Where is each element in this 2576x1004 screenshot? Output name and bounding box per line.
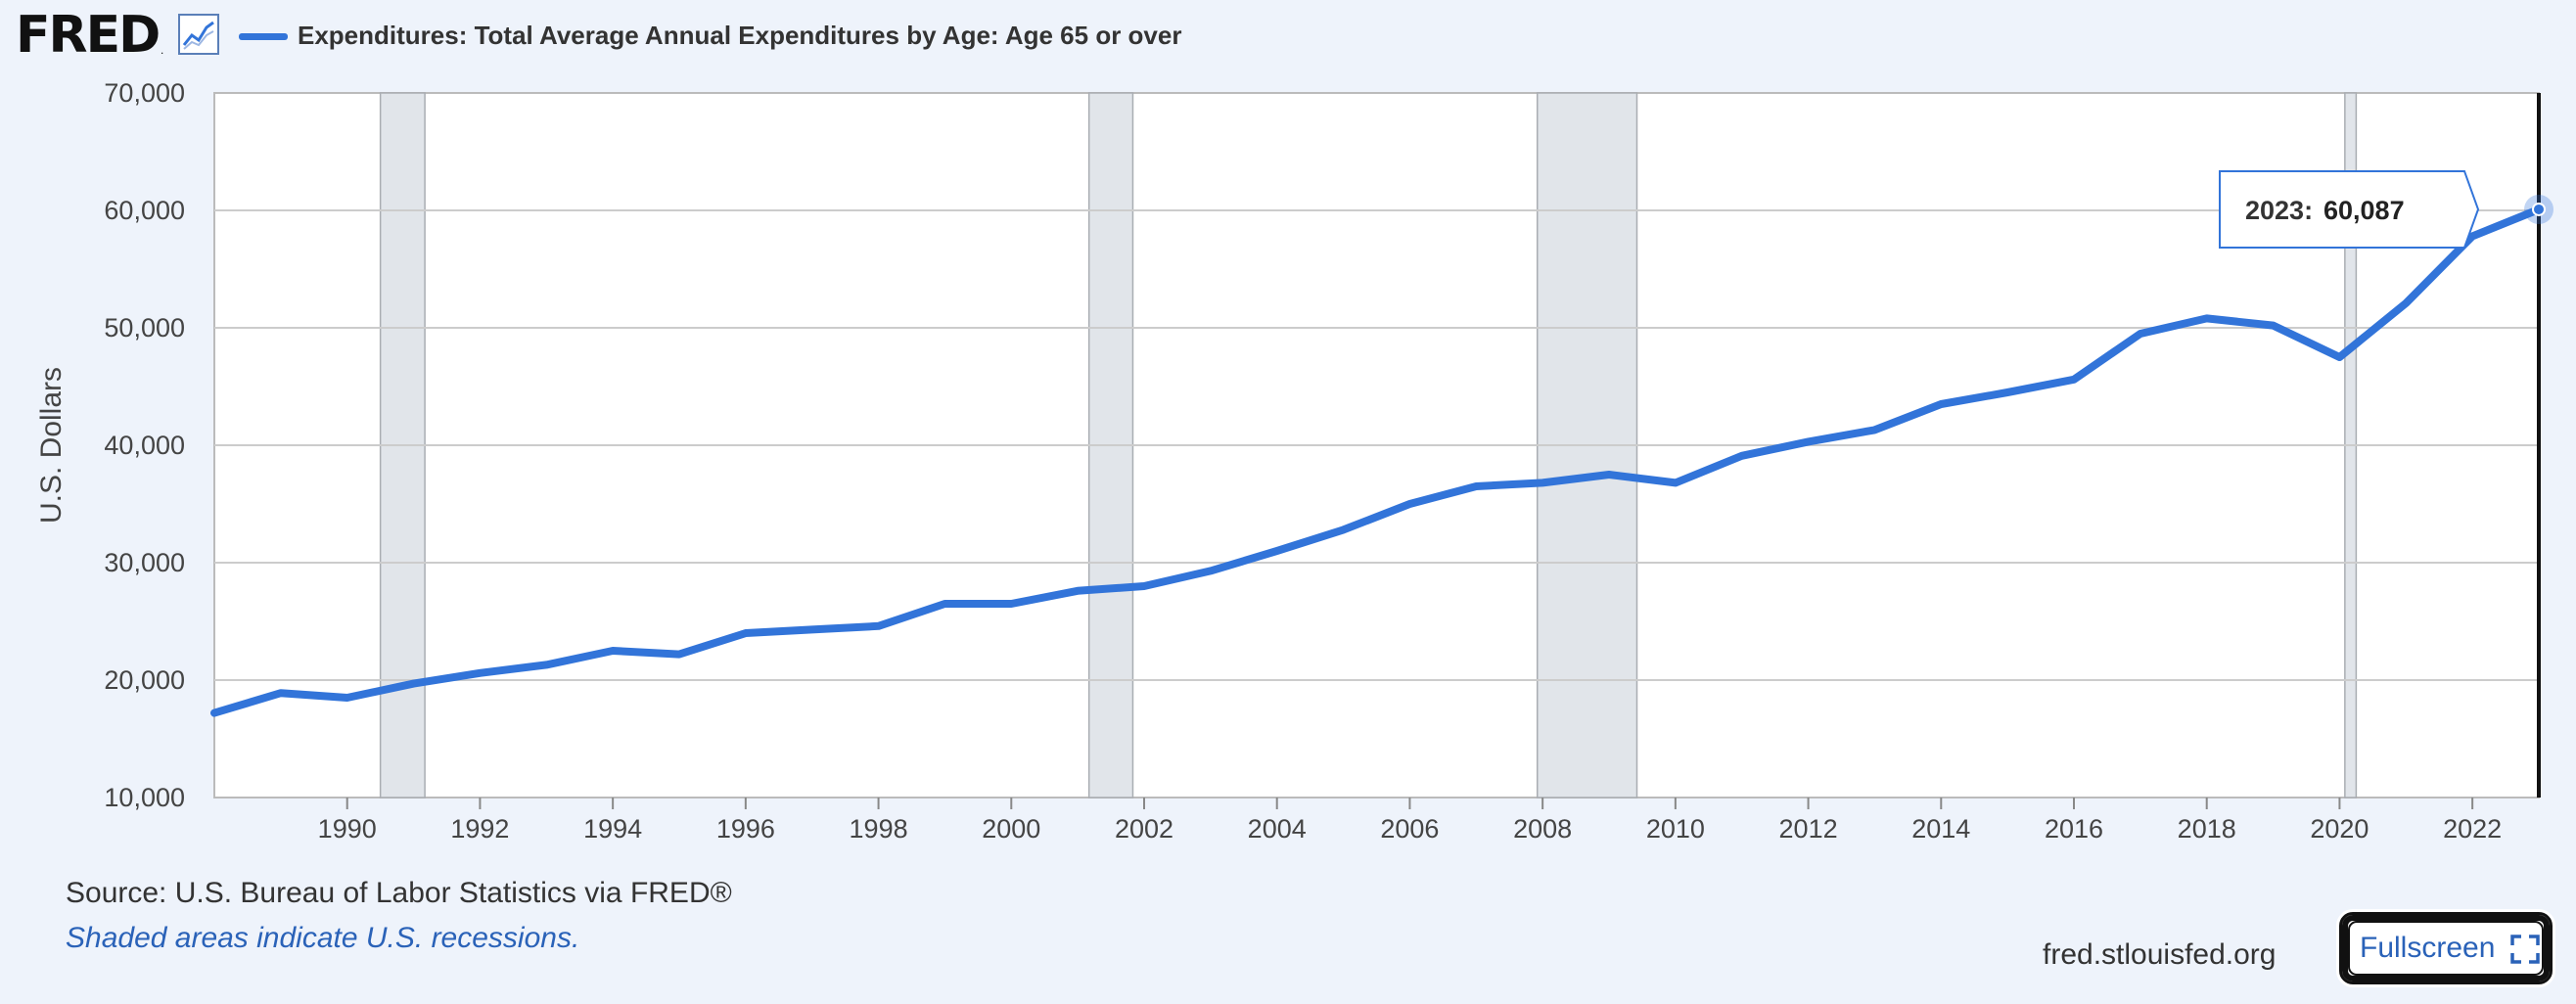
- chart-header: FRED . Expenditures: Total Average Annua…: [0, 0, 2576, 78]
- fullscreen-button-frame: [2348, 921, 2544, 976]
- tooltip-value: 60,087: [2323, 196, 2405, 225]
- y-tick-label: 10,000: [104, 783, 185, 812]
- x-tick-label: 2000: [982, 814, 1040, 844]
- x-tick-label: 1998: [850, 814, 908, 844]
- series-title[interactable]: Expenditures: Total Average Annual Expen…: [298, 21, 1182, 50]
- fullscreen-label: Fullscreen: [2360, 932, 2496, 964]
- gridlines: [214, 209, 2539, 681]
- x-tick-label: 2012: [1779, 814, 1838, 844]
- recession-note: Shaded areas indicate U.S. recessions.: [66, 922, 580, 954]
- x-axis: 1990 1992 1994 1996 1998 2000 2002 2004 2006 2008…: [318, 798, 2502, 844]
- x-tick-label: 2014: [1911, 814, 1970, 844]
- x-tick-label: 2010: [1646, 814, 1705, 844]
- line-chart: 10,000 20,000 30,000 40,000 50,000 60,000 70,0…: [35, 78, 2553, 844]
- site-url[interactable]: fred.stlouisfed.org: [2043, 938, 2277, 971]
- right-edge-line: [2537, 93, 2541, 798]
- hover-point[interactable]: [2532, 202, 2546, 216]
- x-tick-label: 1994: [583, 814, 642, 844]
- x-tick-label: 2022: [2443, 814, 2502, 844]
- tooltip: 2023: 60,087: [2219, 169, 2553, 249]
- x-tick-label: 2004: [1248, 814, 1307, 844]
- fred-logo[interactable]: FRED: [16, 6, 161, 65]
- expand-icon: [2510, 935, 2540, 964]
- source-note: Source: U.S. Bureau of Labor Statistics …: [66, 877, 732, 909]
- y-tick-label: 40,000: [104, 431, 185, 460]
- fullscreen-button[interactable]: Fullscreen: [2339, 912, 2553, 984]
- x-tick-label: 2008: [1513, 814, 1572, 844]
- x-tick-label: 2020: [2310, 814, 2369, 844]
- tooltip-label: 2023:: [2245, 196, 2313, 225]
- x-tick-label: 2006: [1380, 814, 1439, 844]
- y-axis-label: U.S. Dollars: [35, 367, 68, 524]
- x-tick-label: 1990: [318, 814, 377, 844]
- x-tick-label: 2018: [2178, 814, 2236, 844]
- y-tick-label: 30,000: [104, 548, 185, 577]
- y-axis: 10,000 20,000 30,000 40,000 50,000 60,000 70,0…: [104, 78, 185, 812]
- tooltip-box: [2219, 169, 2480, 249]
- x-tick-label: 1996: [716, 814, 775, 844]
- fred-logo-dot: .: [161, 43, 164, 57]
- line-chart-icon: [178, 14, 219, 55]
- legend-swatch: [239, 33, 288, 40]
- x-tick-label: 1992: [450, 814, 509, 844]
- y-tick-label: 20,000: [104, 665, 185, 695]
- y-tick-label: 70,000: [104, 78, 185, 108]
- x-tick-label: 2002: [1115, 814, 1173, 844]
- y-tick-label: 60,000: [104, 196, 185, 225]
- x-tick-label: 2016: [2045, 814, 2103, 844]
- y-tick-label: 50,000: [104, 313, 185, 342]
- series-line[interactable]: [210, 205, 2543, 717]
